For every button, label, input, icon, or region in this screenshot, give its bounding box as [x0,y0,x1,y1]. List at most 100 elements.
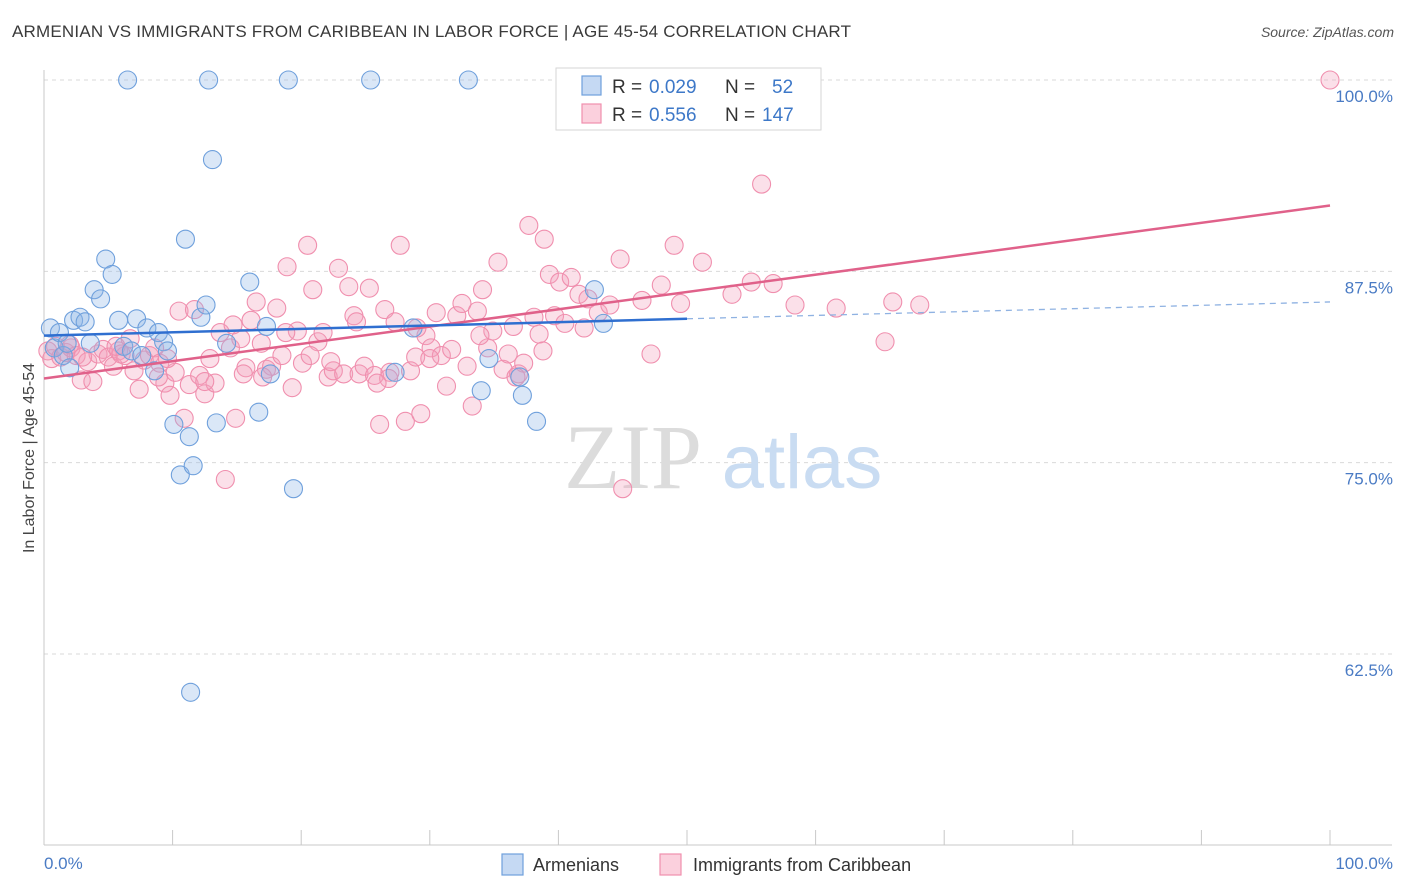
caribbean-point [129,379,149,399]
caribbean-point [641,344,661,364]
caribbean-point [380,362,400,382]
caribbean-point [272,345,292,366]
armenian-point [256,316,277,336]
caribbean-point [370,414,390,434]
legend-r-value-1: 0.029 [649,77,697,98]
y-tick-label: 100.0% [1335,87,1393,106]
caribbean-point [534,229,554,249]
armenian-point [145,361,165,381]
caribbean-point [233,364,253,384]
armenian-point [181,682,201,702]
caribbean-point [651,275,671,295]
armenian-point [199,70,219,90]
armenian-point [175,229,196,249]
y-tick-labels: 62.5% 75.0% 87.5% 100.0% [1335,87,1393,680]
caribbean-point [664,235,684,255]
caribbean-trend-line [43,204,1331,380]
armenian-point [132,345,152,366]
armenian-point [183,456,203,476]
legend-r-value-2: 0.556 [649,105,697,126]
y-tick-label: 75.0% [1345,470,1393,489]
caribbean-point [359,278,379,298]
series-legend-swatch-caribbean [659,853,682,876]
legend-n-value-1: 52 [772,77,793,98]
armenian-point [179,427,199,447]
armenian-point [278,70,298,90]
armenians-trend-line [43,317,688,337]
armenian-point [57,333,77,353]
armenian-point [91,289,111,309]
watermark-atlas: atlas [722,420,883,505]
caribbean-point [436,376,457,396]
x-tick-marks [43,830,1331,845]
caribbean-point [367,373,387,393]
caribbean-point [339,277,359,297]
armenian-point [164,414,184,434]
armenian-point [217,333,237,353]
caribbean-point [292,353,313,373]
caribbean-point [529,324,549,344]
caribbean-point [470,326,490,346]
caribbean-point [298,235,318,255]
grid-lines [44,79,1392,655]
caribbean-point [519,215,539,235]
armenian-point [80,333,100,353]
caribbean-point [174,408,194,428]
caribbean-point [300,345,320,366]
y-tick-label: 62.5% [1345,661,1393,680]
legend-r-label-2: R = [612,105,642,126]
caribbean-point [420,349,440,369]
caribbean-point [321,352,341,372]
caribbean-point [910,295,930,315]
caribbean-point [375,300,395,320]
caribbean-point [406,347,426,367]
caribbean-point [200,349,220,369]
armenian-point [118,70,138,90]
armenian-point [260,364,280,384]
armenian-point [526,411,547,431]
watermark-zip: ZIP [564,406,702,508]
caribbean-point [692,252,712,272]
legend-n-value-2: 147 [762,105,794,126]
armenian-point [458,70,478,90]
series-caribbean-points [38,70,1340,499]
armenian-point [593,313,613,333]
legend-n-label-2: N = [725,105,755,126]
x-tick-label-min: 0.0% [44,854,83,873]
armenian-point [249,402,269,422]
caribbean-point [875,332,895,352]
caribbean-point [160,385,180,405]
armenian-point [75,312,95,332]
caribbean-point [215,469,235,490]
armenian-point [283,479,304,499]
caribbean-point [334,364,354,384]
caribbean-point [452,293,472,314]
caribbean-point [246,292,266,312]
armenian-point [385,362,405,382]
caribbean-point [550,272,570,292]
caribbean-point [483,321,503,341]
x-tick-label-max: 100.0% [1335,854,1393,873]
caribbean-point [431,345,451,366]
armenians-trend-extension [686,301,1331,320]
armenian-point [240,272,260,292]
caribbean-point [533,341,553,361]
trend-lines [43,204,1331,380]
caribbean-point [411,404,431,424]
armenian-point [510,367,530,387]
series-legend-label-armenians: Armenians [533,855,619,875]
caribbean-point [395,411,415,431]
series-legend-label-caribbean: Immigrants from Caribbean [693,855,911,875]
series-legend-swatch-armenians [501,853,524,876]
armenian-point [196,295,216,315]
caribbean-point [169,301,189,321]
legend-swatch-armenians [581,75,602,96]
caribbean-point [106,336,126,356]
stats-legend: R = 0.029 N = 52 R = 0.556 N = 147 [555,67,822,131]
caribbean-point [632,290,652,310]
caribbean-point [267,298,287,318]
caribbean-point [205,373,225,393]
caribbean-point [318,367,338,387]
armenian-point [109,310,129,330]
caribbean-point [328,258,349,278]
